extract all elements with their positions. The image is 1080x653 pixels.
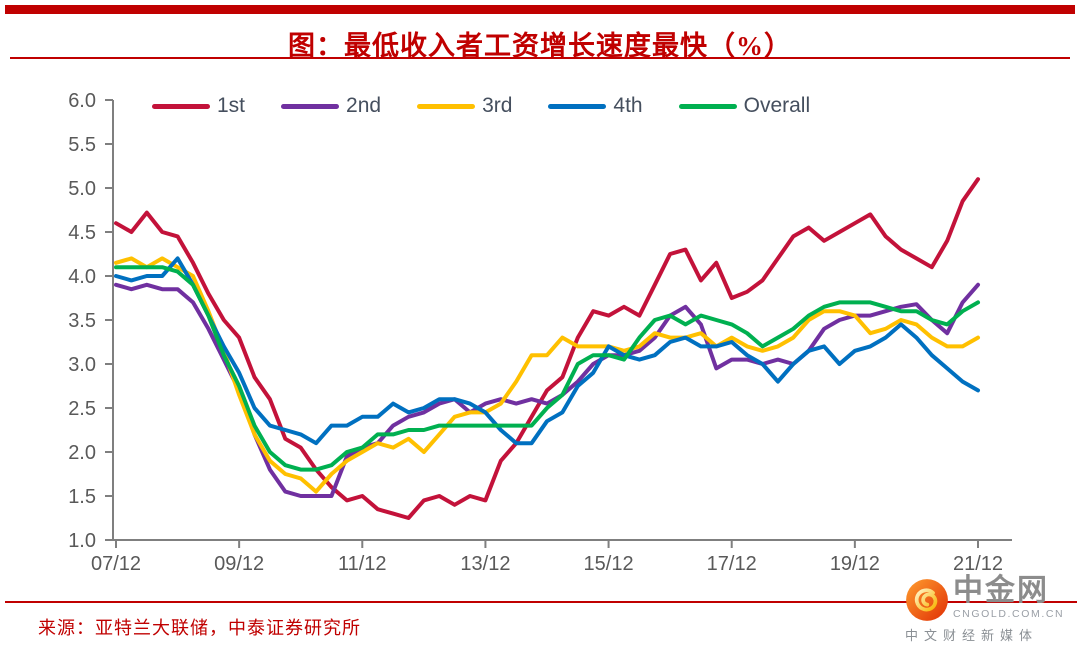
x-tick-label: 09/12 (214, 553, 264, 575)
y-tick-label: 5.0 (68, 178, 96, 200)
x-tick-label: 21/12 (953, 553, 1003, 575)
y-tick-label: 1.0 (68, 530, 96, 552)
legend-swatch-overall (678, 103, 737, 109)
logo-domain: CNGOLD.COM.CN (953, 608, 1065, 620)
logo-name: 中金网 (953, 574, 1049, 607)
series-line-4th (114, 256, 980, 446)
page-title: 图：最低收入者工资增长速度最快（%） (288, 31, 792, 61)
legend-swatch-3rd (417, 103, 476, 109)
x-tick-label: 13/12 (460, 553, 510, 575)
y-tick-label: 1.5 (68, 486, 96, 508)
legend-label-3rd: 3rd (482, 94, 513, 117)
logo-tagline: 中文财经新媒体 (905, 628, 1039, 643)
top-red-bar (5, 5, 1075, 14)
legend-swatch-4th (548, 103, 607, 109)
y-tick-label: 2.0 (68, 442, 96, 464)
x-tick-label: 17/12 (707, 553, 757, 575)
legend-label-1st: 1st (217, 94, 246, 117)
legend-label-2nd: 2nd (346, 94, 382, 117)
series-line-overall (114, 265, 980, 472)
series-line-1st (114, 177, 980, 520)
y-tick-label: 3.0 (68, 354, 96, 376)
y-tick-label: 6.0 (68, 90, 96, 112)
chart-legend: 1st 2nd 3rd 4th Overall (152, 94, 810, 118)
cngold-logo: 中金网 CNGOLD.COM.CN 中文财经新媒体 (905, 576, 1077, 644)
legend-item-3rd: 3rd (417, 94, 512, 118)
legend-label-4th: 4th (613, 94, 643, 117)
series-line-3rd (114, 256, 980, 494)
cngold-swirl-icon (906, 579, 948, 621)
x-tick-label: 07/12 (91, 553, 141, 575)
legend-label-overall: Overall (743, 94, 811, 117)
x-tick-label: 15/12 (584, 553, 634, 575)
legend-item-1st: 1st (152, 94, 245, 118)
y-tick-label: 5.5 (68, 134, 96, 156)
legend-swatch-1st (152, 103, 210, 109)
y-tick-label: 3.5 (68, 310, 96, 332)
legend-item-overall: Overall (678, 94, 811, 118)
footer-divider (5, 601, 1077, 603)
x-tick-label: 11/12 (338, 553, 387, 575)
y-tick-label: 4.5 (68, 222, 96, 244)
legend-item-4th: 4th (548, 94, 643, 118)
x-tick-label: 19/12 (830, 553, 880, 575)
legend-swatch-2nd (281, 103, 340, 109)
y-tick-label: 4.0 (68, 266, 96, 288)
title-divider (10, 57, 1070, 59)
y-tick-label: 2.5 (68, 398, 96, 420)
source-note: 来源：亚特兰大联储，中泰证券研究所 (38, 618, 361, 638)
legend-item-2nd: 2nd (281, 94, 381, 118)
